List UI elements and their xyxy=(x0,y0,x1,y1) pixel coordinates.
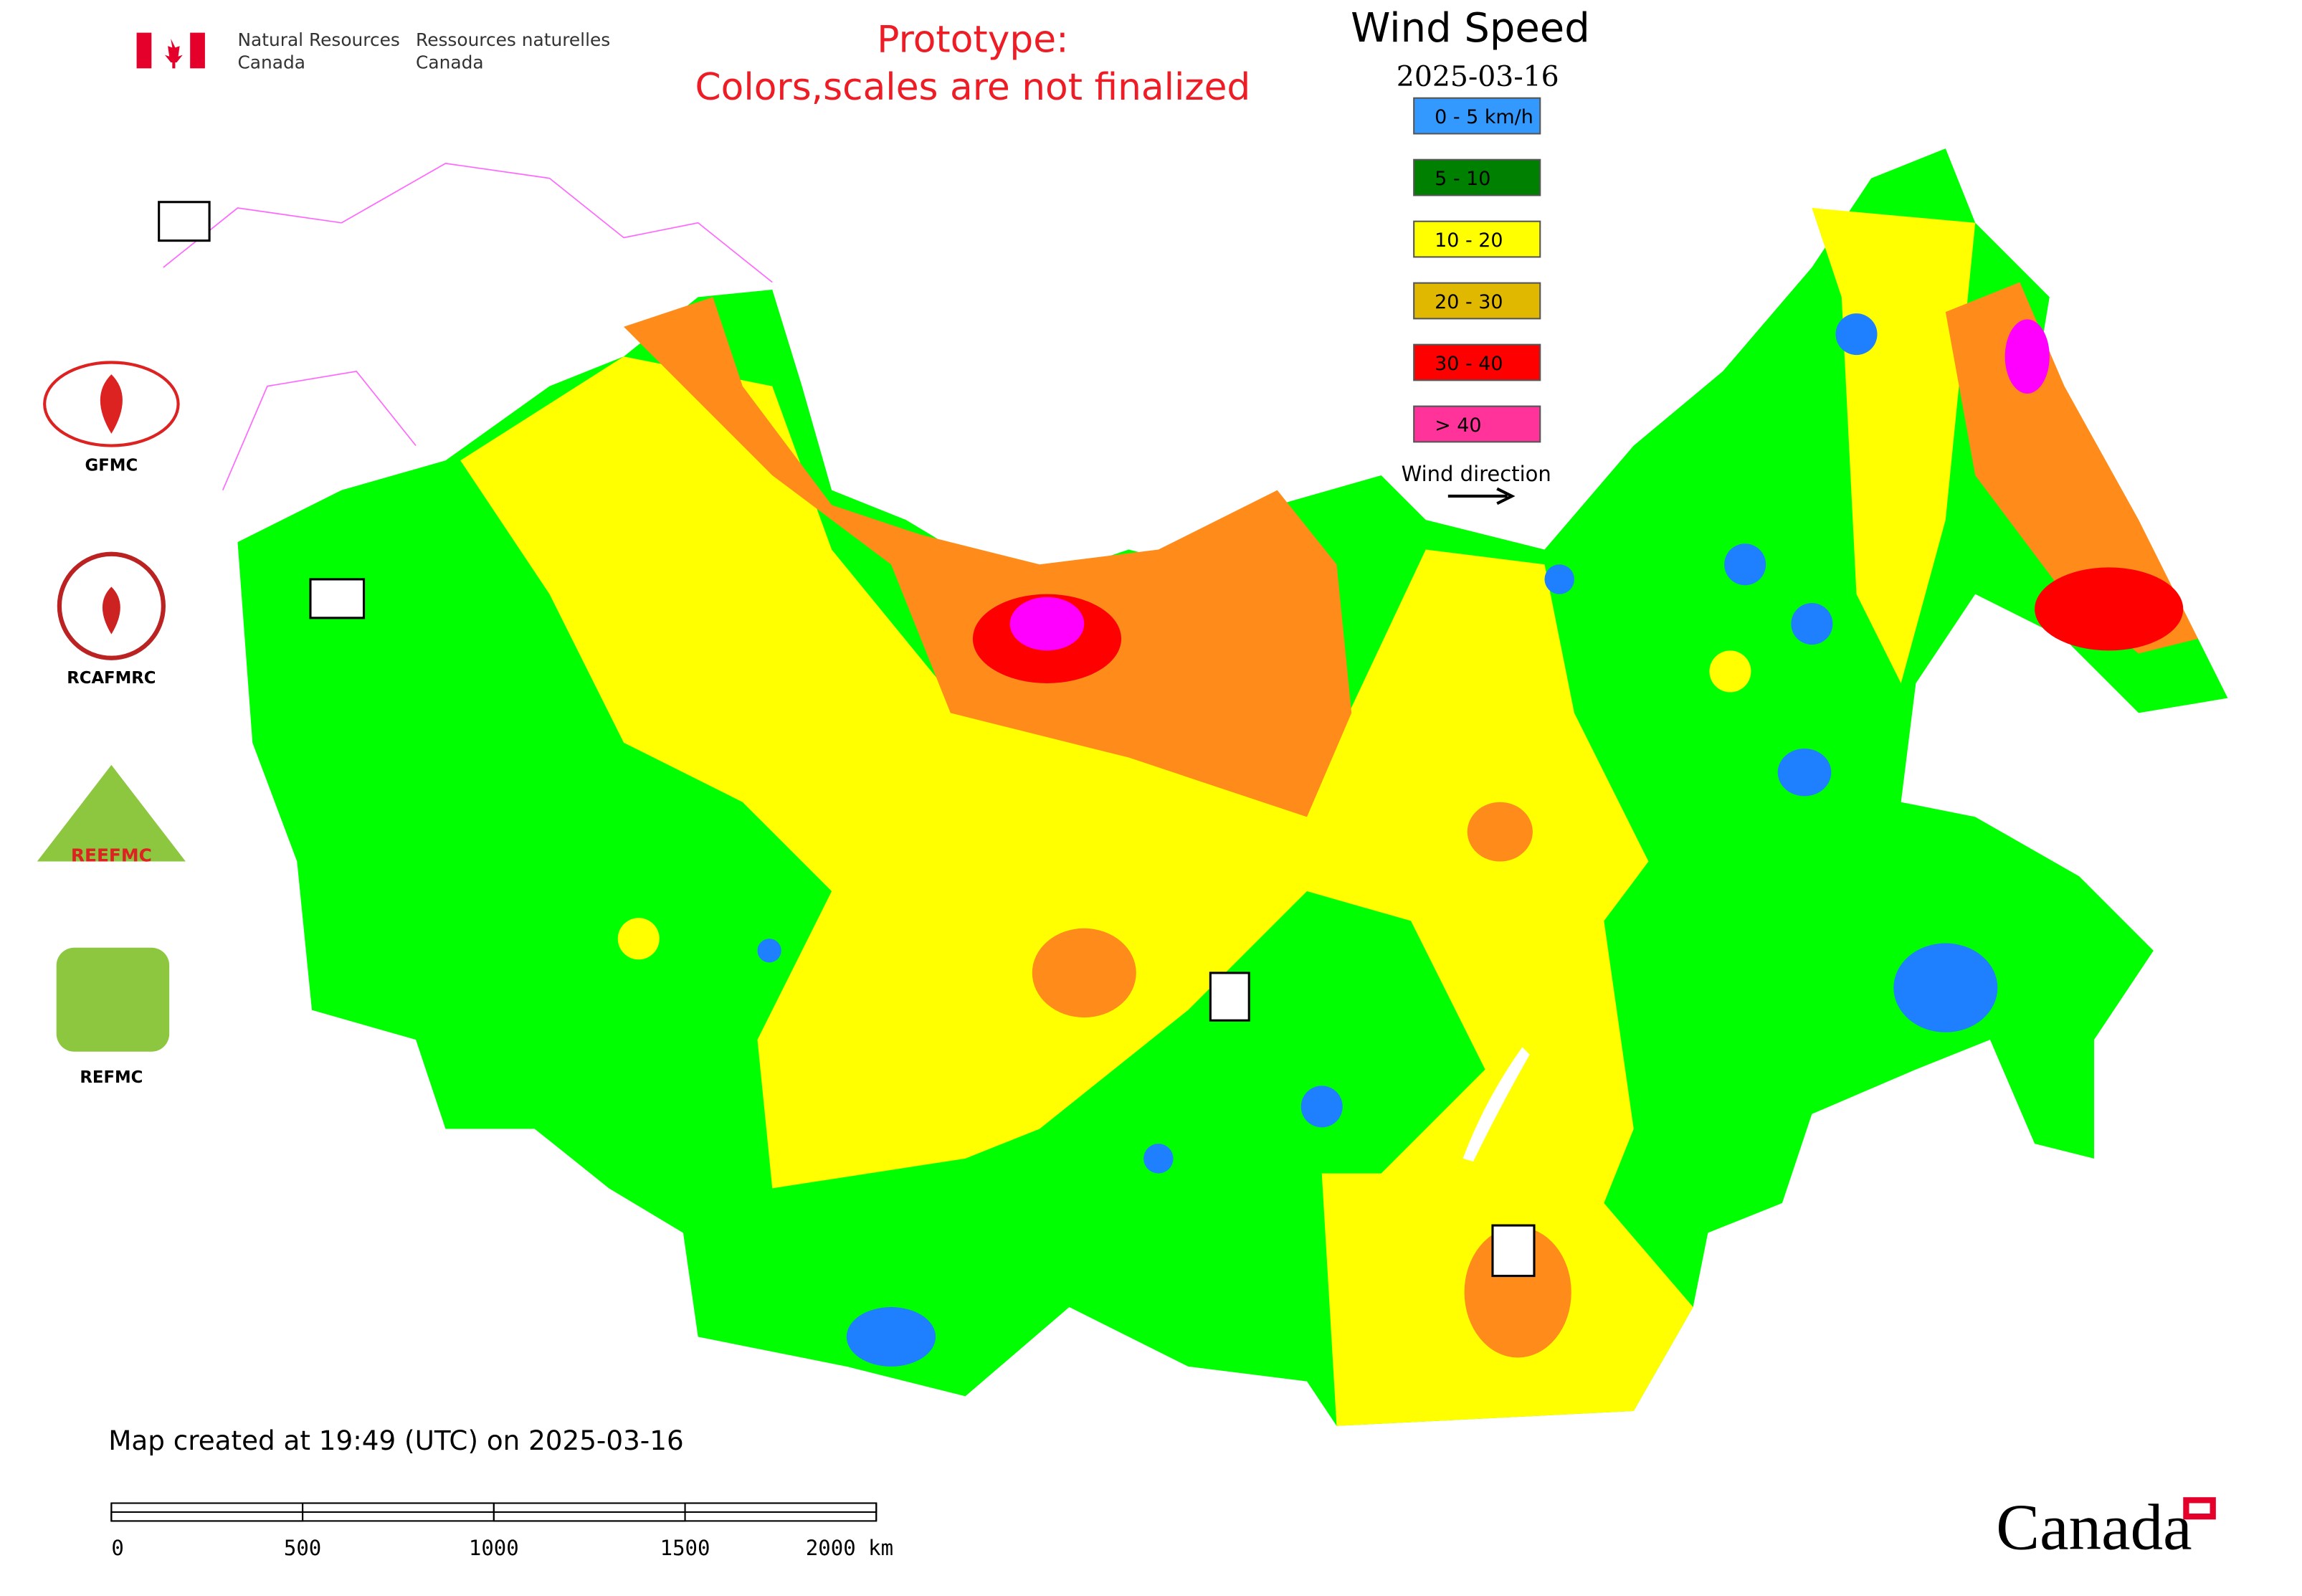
legend-swatch xyxy=(1413,282,1541,320)
flag-bar xyxy=(136,32,152,69)
scale-label: 1000 xyxy=(469,1536,519,1560)
region-orange xyxy=(1467,802,1533,862)
agency-en: Natural Resources xyxy=(237,29,399,50)
region-yellow xyxy=(617,918,660,960)
scale-bar: 0 500 1000 1500 2000 km xyxy=(110,1502,893,1560)
created-note: Map created at 19:49 (UTC) on 2025-03-16 xyxy=(108,1425,683,1456)
agency-en: Canada xyxy=(237,52,305,72)
region-yellow xyxy=(1709,650,1751,693)
region-blue xyxy=(757,939,781,963)
header: Natural Resources Canada Ressources natu… xyxy=(136,19,1251,109)
legend-swatch xyxy=(1413,158,1541,196)
legend: Wind Speed 2025-03-16 Wind direction 0 -… xyxy=(1351,5,1590,505)
legend-swatch xyxy=(1413,97,1541,135)
legend-label: 0 - 5 km/h xyxy=(1435,106,1533,128)
scale-segment xyxy=(493,1511,686,1522)
legend-swatch xyxy=(1413,343,1541,381)
wind-map xyxy=(158,148,2228,1426)
logo-flame xyxy=(102,586,120,635)
logo-flame xyxy=(100,374,123,434)
notice: Prototype: xyxy=(877,19,1068,62)
scale-label: 1500 xyxy=(660,1536,710,1560)
logos: GFMC RCAFMRC REEFMC REFMC xyxy=(37,361,186,1087)
region-pink xyxy=(2004,319,2050,394)
logo-label: REFMC xyxy=(80,1068,143,1087)
region-blue xyxy=(1791,603,1833,645)
scale-label: 2000 km xyxy=(806,1536,893,1560)
region-orange xyxy=(624,297,1352,817)
flag-leaf xyxy=(164,38,183,69)
canada-wordmark: Canada xyxy=(1996,1491,2192,1564)
agency-fr: Ressources naturelles xyxy=(416,29,610,50)
map-marker xyxy=(158,201,1536,1278)
logo-label: GFMC xyxy=(85,457,138,475)
legend-label: > 40 xyxy=(1435,414,1481,437)
region-blue xyxy=(1835,313,1878,356)
land-outline xyxy=(163,163,773,490)
legend-title: Wind Speed xyxy=(1351,5,1590,52)
region-blue xyxy=(1893,943,1998,1032)
region-red xyxy=(2035,567,2184,651)
scale-segment xyxy=(110,1511,304,1522)
region-orange xyxy=(1464,1227,1571,1358)
region-blue xyxy=(1300,1086,1343,1128)
scale-segment xyxy=(302,1502,495,1513)
agency-fr: Canada xyxy=(416,52,484,72)
region-pink xyxy=(1009,597,1085,651)
logo-label: REEFMC xyxy=(71,845,152,866)
scale-segment xyxy=(684,1502,877,1513)
region-yellow xyxy=(460,356,1693,1426)
wind-direction-label: Wind direction xyxy=(1402,462,1551,486)
region-blue xyxy=(1143,1144,1174,1174)
scale-label: 0 xyxy=(111,1536,123,1560)
legend-date: 2025-03-16 xyxy=(1397,60,1559,93)
region-blue xyxy=(1777,749,1832,797)
logo-refmc xyxy=(56,947,170,1052)
logo-label: RCAFMRC xyxy=(67,669,156,688)
region-blue xyxy=(1724,543,1766,586)
wordmark-flag xyxy=(2183,1497,2216,1520)
legend-swatch xyxy=(1413,405,1541,443)
legend-swatch xyxy=(1413,220,1541,258)
legend-label: 5 - 10 xyxy=(1435,168,1490,190)
flag-bar xyxy=(190,32,205,69)
legend-label: 30 - 40 xyxy=(1435,353,1503,375)
lake-baikal xyxy=(1462,1047,1530,1162)
legend-label: 10 - 20 xyxy=(1435,229,1503,252)
region-blue xyxy=(1544,564,1574,594)
scale-label: 500 xyxy=(284,1536,321,1560)
region-blue xyxy=(846,1307,936,1367)
logo-reefmc xyxy=(37,764,186,862)
legend-label: 20 - 30 xyxy=(1435,291,1503,313)
notice: Colors,scales are not finalized xyxy=(695,66,1251,109)
region-orange xyxy=(1032,928,1136,1018)
wind-arrow xyxy=(1447,487,1516,505)
